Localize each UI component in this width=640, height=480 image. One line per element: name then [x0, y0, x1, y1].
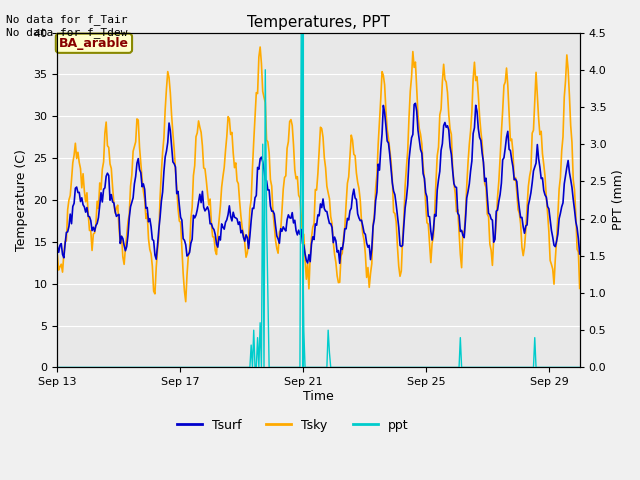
Y-axis label: Temperature (C): Temperature (C) — [15, 149, 28, 251]
X-axis label: Time: Time — [303, 390, 334, 403]
Text: BA_arable: BA_arable — [59, 37, 129, 50]
Legend: Tsurf, Tsky, ppt: Tsurf, Tsky, ppt — [172, 414, 413, 437]
Title: Temperatures, PPT: Temperatures, PPT — [247, 15, 390, 30]
Y-axis label: PPT (mm): PPT (mm) — [612, 169, 625, 230]
Text: No data for f_Tair
No data for f_Tdew: No data for f_Tair No data for f_Tdew — [6, 14, 128, 38]
